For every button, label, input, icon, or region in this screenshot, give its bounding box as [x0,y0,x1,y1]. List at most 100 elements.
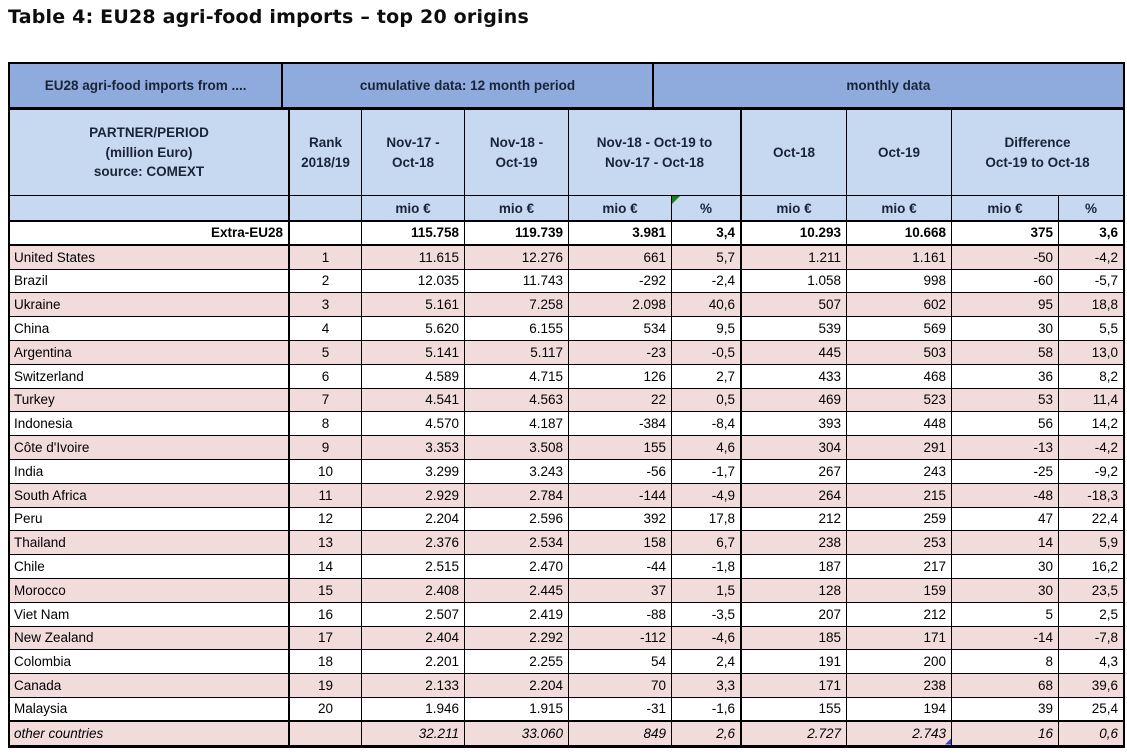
mon-diff-line-2: Oct-19 to Oct-18 [985,154,1090,170]
cell-oct18: 10.293 [742,222,847,246]
cell-mon-pct: -5,7 [1059,269,1123,294]
cell-cum-pct: 9,5 [672,317,742,341]
cell-partner-name: Malaysia [10,697,290,722]
cell-cum-diff: -384 [569,412,672,437]
cell-cum-diff: 2.098 [569,293,672,318]
cell-cum-prev: 4.589 [362,364,465,389]
cell-partner-name: Morocco [10,578,290,603]
cell-oct18: 304 [742,436,847,460]
cell-oct18: 238 [742,531,847,556]
cell-mon-diff: -48 [952,483,1059,508]
cell-cum-diff: 158 [569,531,672,556]
units-empty-partner [10,196,290,222]
cell-mon-pct: 18,8 [1059,293,1123,318]
cell-mon-pct: 23,5 [1059,578,1123,603]
table-row: Argentina 5 5.141 5.117 -23 -0,5 445 503… [10,340,1123,365]
cell-rank: 18 [290,650,362,675]
cell-mon-diff: -60 [952,269,1059,294]
cell-cum-pct: -4,6 [672,626,742,651]
cell-partner-name: Chile [10,555,290,579]
cell-cum-curr: 4.187 [465,412,569,437]
cell-cum-pct: 40,6 [672,293,742,318]
cell-oct19: 2.743 [847,721,952,746]
cell-cum-curr: 5.117 [465,340,569,365]
cell-oct19: 238 [847,674,952,698]
cell-cum-pct: -1,6 [672,697,742,722]
cell-cum-diff: -31 [569,697,672,722]
cell-cum-curr: 11.743 [465,269,569,294]
cell-cum-curr: 2.470 [465,555,569,579]
cell-partner-name: Ukraine [10,293,290,318]
cell-mon-pct: -4,2 [1059,436,1123,460]
cell-cum-pct: 17,8 [672,507,742,532]
cell-cum-pct: 3,3 [672,674,742,698]
cell-cum-prev: 2.929 [362,483,465,508]
cell-oct19: 194 [847,697,952,722]
cell-oct19: 215 [847,483,952,508]
cell-oct18: 2.727 [742,721,847,746]
cell-cum-curr: 33.060 [465,721,569,746]
cell-oct18: 212 [742,507,847,532]
cell-mon-diff: -13 [952,436,1059,460]
cell-cum-pct: 2,6 [672,721,742,746]
cum-prev-line-1: Nov-17 - [386,134,440,150]
table-row: South Africa 11 2.929 2.784 -144 -4,9 26… [10,483,1123,508]
cell-cum-diff: -112 [569,626,672,651]
cell-cum-prev: 5.141 [362,340,465,365]
cell-cum-curr: 12.276 [465,245,569,270]
cell-rank: 2 [290,269,362,294]
cell-cum-curr: 2.596 [465,507,569,532]
cell-cum-curr: 7.258 [465,293,569,318]
cell-cum-pct: 4,6 [672,436,742,460]
cell-partner-name: Indonesia [10,412,290,437]
cell-oct18: 191 [742,650,847,675]
page-title: Table 4: EU28 agri-food imports – top 20… [8,6,529,28]
cell-cum-pct: 6,7 [672,531,742,556]
cell-cum-prev: 2.507 [362,602,465,627]
cell-rank: 17 [290,626,362,651]
cell-cum-prev: 5.161 [362,293,465,318]
cell-mon-diff: 58 [952,340,1059,365]
cell-cum-pct: -2,4 [672,269,742,294]
cell-cum-prev: 4.541 [362,388,465,413]
header-cumulative-data: cumulative data: 12 month period [283,64,654,110]
cell-oct18: 393 [742,412,847,437]
cell-oct19: 243 [847,459,952,484]
cell-rank: 7 [290,388,362,413]
cell-mon-pct: 13,0 [1059,340,1123,365]
partner-line-3: source: COMEXT [93,164,205,180]
cell-partner-name: New Zealand [10,626,290,651]
cell-oct18: 1.211 [742,245,847,270]
rank-line-1: Rank [308,134,342,150]
table-row: Canada 19 2.133 2.204 70 3,3 171 238 68 … [10,674,1123,698]
cell-mon-diff: 30 [952,578,1059,603]
cell-cum-diff: 22 [569,388,672,413]
cell-oct19: 569 [847,317,952,341]
cell-cum-pct: 5,7 [672,245,742,270]
cell-cum-curr: 3.243 [465,459,569,484]
cell-cum-prev: 3.299 [362,459,465,484]
table-row: United States 1 11.615 12.276 661 5,7 1.… [10,245,1123,270]
cell-rank: 12 [290,507,362,532]
cell-cum-diff: 54 [569,650,672,675]
cell-rank: 14 [290,555,362,579]
cell-cum-curr: 2.292 [465,626,569,651]
header-imports-from: EU28 agri-food imports from .... [10,64,284,110]
cell-partner-name: Thailand [10,531,290,556]
cell-rank: 3 [290,293,362,318]
cell-mon-diff: 8 [952,650,1059,675]
cell-note-marker-icon [945,738,951,745]
cell-mon-pct: -7,8 [1059,626,1123,651]
header-oct18: Oct-18 [742,110,847,196]
cell-mon-pct: 11,4 [1059,388,1123,413]
cell-mon-pct: 22,4 [1059,507,1123,532]
units-row: mio € mio € mio € % mio € mio € mio € % [10,196,1123,222]
table-row: Indonesia 8 4.570 4.187 -384 -8,4 393 44… [10,412,1123,437]
cell-cum-diff: 37 [569,578,672,603]
table-row: New Zealand 17 2.404 2.292 -112 -4,6 185… [10,626,1123,651]
cell-cum-diff: -23 [569,340,672,365]
cell-oct19: 10.668 [847,222,952,246]
cum-diff-line-2: Nov-17 - Oct-18 [604,154,705,170]
mon-diff-line-1: Difference [1004,134,1071,150]
cell-oct19: 259 [847,507,952,532]
